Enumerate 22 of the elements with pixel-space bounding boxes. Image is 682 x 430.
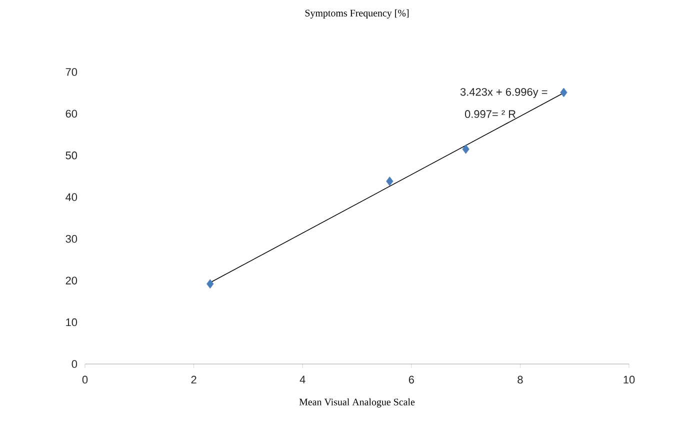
annotation: 0.997= ² R	[464, 110, 516, 118]
y-tick-label: 70	[66, 68, 78, 76]
y-tick-label: 0	[72, 360, 78, 368]
point	[462, 144, 470, 154]
y-tick-label: 40	[66, 193, 78, 202]
x-tick-label: 8	[518, 376, 523, 384]
x-tick-label: 0	[82, 376, 88, 384]
x-tick-label: 2	[191, 376, 196, 384]
x-tick-label: 4	[300, 376, 306, 384]
x-axis-title: Mean Visual Analogue Scale	[299, 398, 415, 408]
x-tick-label: 10	[624, 376, 635, 384]
point	[560, 88, 568, 98]
y-tick-label: 50	[66, 152, 78, 160]
chart-title: Symptoms Frequency [%]	[305, 9, 409, 19]
y-tick-label: 60	[66, 110, 78, 118]
annotation: 3.423x + 6.996y =	[460, 88, 548, 98]
y-tick-label: 20	[66, 276, 78, 284]
y-tick-label: 30	[66, 234, 78, 243]
point	[386, 176, 394, 186]
x-tick-label: 6	[408, 376, 414, 384]
point	[206, 279, 214, 289]
y-tick-label: 10	[66, 318, 78, 326]
